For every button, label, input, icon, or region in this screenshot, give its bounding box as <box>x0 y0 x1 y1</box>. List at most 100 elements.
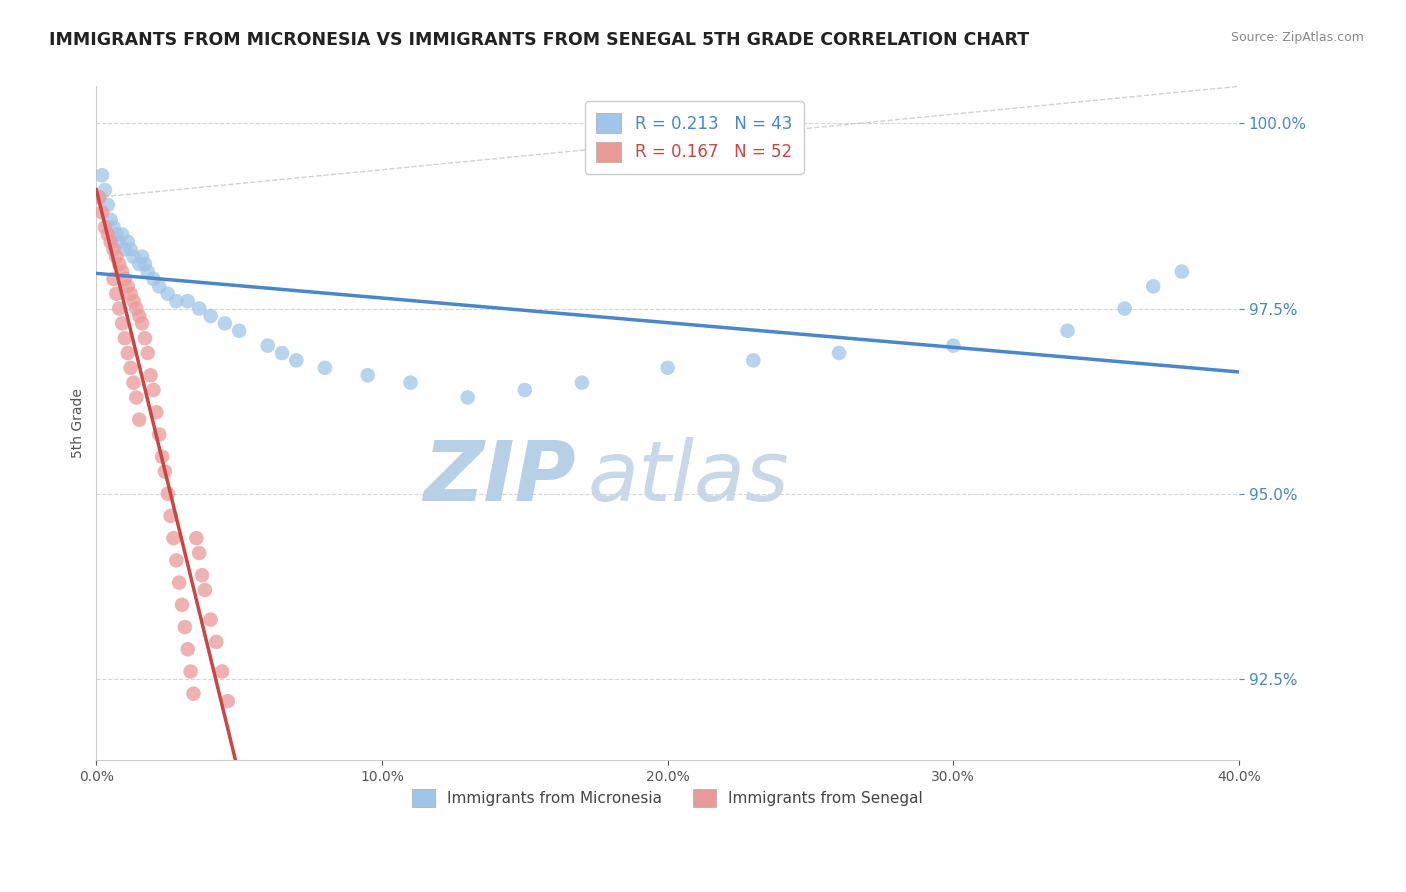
Point <box>125 391 148 405</box>
Point <box>1142 279 1164 293</box>
Point <box>177 294 200 309</box>
Point <box>159 508 181 523</box>
Point <box>128 257 150 271</box>
Point <box>97 227 120 242</box>
Text: ZIP: ZIP <box>423 437 576 517</box>
Text: atlas: atlas <box>588 437 789 517</box>
Text: Source: ZipAtlas.com: Source: ZipAtlas.com <box>1230 31 1364 45</box>
Point <box>103 242 125 256</box>
Point <box>167 575 190 590</box>
Point <box>105 286 128 301</box>
Point <box>457 391 479 405</box>
Point <box>828 346 851 360</box>
Point <box>122 250 145 264</box>
Point <box>108 257 131 271</box>
Point <box>120 286 142 301</box>
Point <box>942 338 965 352</box>
Point <box>183 687 205 701</box>
Point <box>156 487 179 501</box>
Point <box>211 665 233 679</box>
Point <box>91 168 114 182</box>
Point <box>180 665 202 679</box>
Point <box>165 553 187 567</box>
Point <box>108 301 131 316</box>
Point <box>1056 324 1078 338</box>
Point <box>111 317 134 331</box>
Point <box>117 235 139 249</box>
Point <box>122 294 145 309</box>
Point <box>105 227 128 242</box>
Point <box>111 264 134 278</box>
Point <box>657 360 679 375</box>
Point <box>97 198 120 212</box>
Point <box>100 235 122 249</box>
Point <box>205 635 228 649</box>
Point <box>177 642 200 657</box>
Point <box>153 465 176 479</box>
Point <box>108 235 131 249</box>
Point <box>120 242 142 256</box>
Point <box>170 598 193 612</box>
Point <box>111 227 134 242</box>
Text: IMMIGRANTS FROM MICRONESIA VS IMMIGRANTS FROM SENEGAL 5TH GRADE CORRELATION CHAR: IMMIGRANTS FROM MICRONESIA VS IMMIGRANTS… <box>49 31 1029 49</box>
Point <box>228 324 250 338</box>
Point <box>117 346 139 360</box>
Point <box>117 279 139 293</box>
Point <box>125 301 148 316</box>
Point <box>142 272 165 286</box>
Point <box>174 620 197 634</box>
Point <box>191 568 214 582</box>
Point <box>165 294 187 309</box>
Point <box>217 694 239 708</box>
Legend: Immigrants from Micronesia, Immigrants from Senegal: Immigrants from Micronesia, Immigrants f… <box>406 782 929 814</box>
Point <box>89 190 111 204</box>
Point <box>94 220 117 235</box>
Point <box>89 190 111 204</box>
Point <box>150 450 173 464</box>
Point <box>742 353 765 368</box>
Point <box>194 582 217 597</box>
Point <box>1114 301 1136 316</box>
Point <box>186 531 208 545</box>
Point <box>131 250 153 264</box>
Point <box>357 368 380 383</box>
Point <box>513 383 536 397</box>
Point <box>571 376 593 390</box>
Point <box>114 242 136 256</box>
Point <box>399 376 422 390</box>
Point <box>145 405 167 419</box>
Y-axis label: 5th Grade: 5th Grade <box>72 388 86 458</box>
Point <box>100 212 122 227</box>
Point <box>271 346 294 360</box>
Point <box>148 279 170 293</box>
Point <box>134 331 156 345</box>
Point <box>105 250 128 264</box>
Point <box>131 317 153 331</box>
Point <box>214 317 236 331</box>
Point <box>256 338 278 352</box>
Point <box>134 257 156 271</box>
Point <box>285 353 308 368</box>
Point <box>128 412 150 426</box>
Point <box>314 360 336 375</box>
Point <box>139 368 162 383</box>
Point <box>148 427 170 442</box>
Point <box>94 183 117 197</box>
Point <box>188 301 211 316</box>
Point <box>142 383 165 397</box>
Point <box>114 272 136 286</box>
Point <box>122 376 145 390</box>
Point <box>136 346 159 360</box>
Point <box>120 360 142 375</box>
Point <box>91 205 114 219</box>
Point <box>128 309 150 323</box>
Point <box>136 264 159 278</box>
Point <box>103 272 125 286</box>
Point <box>1171 264 1194 278</box>
Point <box>200 309 222 323</box>
Point <box>200 613 222 627</box>
Point <box>162 531 184 545</box>
Point <box>156 286 179 301</box>
Point <box>114 331 136 345</box>
Point <box>188 546 211 560</box>
